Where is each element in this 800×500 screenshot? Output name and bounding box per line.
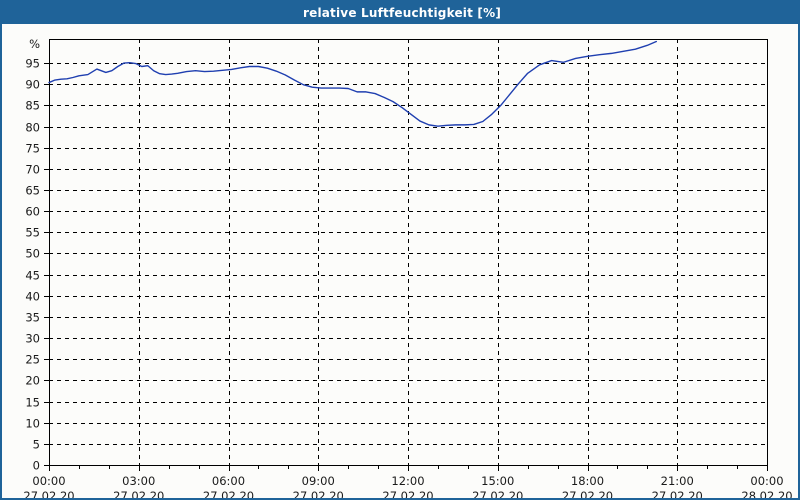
x-tick-time-label: 00:00 [750,474,783,488]
x-tick-date-label: 27.02.20 [382,489,433,498]
y-tick-label: 80 [25,121,40,135]
y-tick-label: 35 [25,311,40,325]
y-tick-label: 25 [25,353,40,367]
x-tick-time-label: 00:00 [32,474,65,488]
humidity-line-chart: 0 5 10 15 20 25 30 35 40 45 50 55 60 65 70 75 80 85 90 95 0… [23,37,792,498]
y-axis-tick-labels: 0 5 10 15 20 25 30 35 40 45 50 55 60 65 70 75 80 85 90 95 [25,57,40,473]
y-tick-label: 60 [25,205,40,219]
x-gridlines [139,39,678,465]
window-title: relative Luftfeuchtigkeit [%] [302,6,502,20]
x-tick-time-label: 06:00 [212,474,245,488]
x-tick-time-label: 03:00 [122,474,155,488]
y-tick-label: 55 [25,226,40,240]
x-tick-date-label: 27.02.20 [113,489,164,498]
y-tick-label: 20 [25,374,40,388]
y-tick-label: 40 [25,290,40,304]
x-tick-time-label: 15:00 [481,474,514,488]
plot-frame [49,39,768,466]
x-tick-date-label: 27.02.20 [562,489,613,498]
y-tick-label: 95 [25,57,40,71]
window-titlebar: relative Luftfeuchtigkeit [%] [2,2,798,24]
y-tick-label: 45 [25,269,40,283]
y-tick-label: 90 [25,78,40,92]
y-tick-label: 10 [25,417,40,431]
y-tick-label: 0 [33,459,40,473]
x-tick-date-label: 28.02.20 [741,489,792,498]
x-tick-time-label: 12:00 [391,474,424,488]
y-tick-label: 30 [25,332,40,346]
x-tick-date-label: 27.02.20 [23,489,74,498]
x-axis-tick-labels: 00:0027.02.2003:0027.02.2006:0027.02.200… [23,474,792,498]
y-tick-label: 50 [25,247,40,261]
x-tick-date-label: 27.02.20 [472,489,523,498]
x-tick-time-label: 09:00 [302,474,335,488]
y-tick-label: 85 [25,99,40,113]
humidity-series-line [48,40,658,127]
y-axis-ticks [44,63,49,466]
y-tick-label: 65 [25,184,40,198]
x-tick-date-label: 27.02.20 [293,489,344,498]
y-tick-label: 15 [25,396,40,410]
x-tick-time-label: 18:00 [571,474,604,488]
x-tick-date-label: 27.02.20 [203,489,254,498]
y-tick-label: 70 [25,163,40,177]
y-tick-label: 5 [33,438,40,452]
y-axis-unit-label: % [29,37,40,51]
chart-area: 0 5 10 15 20 25 30 35 40 45 50 55 60 65 70 75 80 85 90 95 0… [2,24,798,498]
x-tick-date-label: 27.02.20 [652,489,703,498]
x-tick-time-label: 21:00 [661,474,694,488]
y-tick-label: 75 [25,142,40,156]
